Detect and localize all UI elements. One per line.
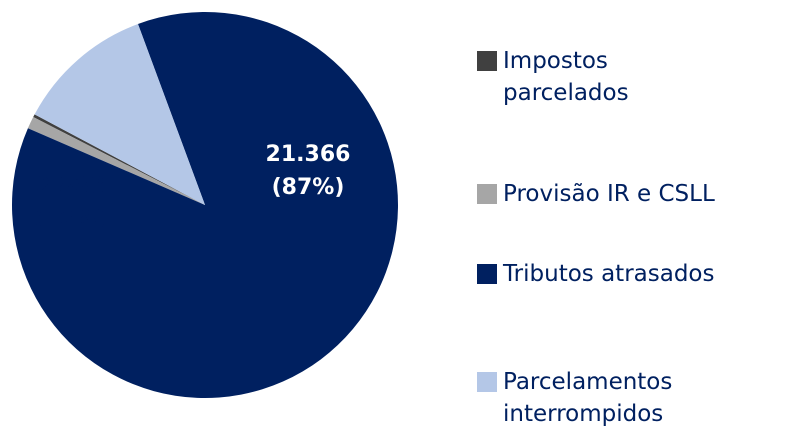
legend-swatch bbox=[477, 372, 497, 392]
legend-label: Provisão IR e CSLL bbox=[503, 181, 715, 207]
legend-swatch bbox=[477, 184, 497, 204]
legend-label: Parcelamentos interrompidos bbox=[503, 369, 673, 427]
pie-slice bbox=[27, 117, 205, 205]
pie-slice bbox=[34, 24, 206, 205]
slice-percent-label: (87%) bbox=[272, 175, 345, 200]
legend-item: Tributos atrasados bbox=[477, 258, 777, 290]
legend-swatch bbox=[477, 51, 497, 71]
slice-value-label: 21.366 bbox=[266, 142, 351, 167]
legend-item: Provisão IR e CSLL bbox=[477, 178, 777, 210]
pie-slice bbox=[33, 114, 205, 205]
legend-swatch bbox=[477, 264, 497, 284]
legend-item: Parcelamentos interrompidos bbox=[477, 366, 777, 430]
legend-item: Impostos parcelados bbox=[477, 45, 777, 109]
legend-label: Impostos parcelados bbox=[503, 48, 629, 106]
slice-percent-label: (12%) bbox=[34, 207, 107, 232]
legend-label: Tributos atrasados bbox=[503, 261, 715, 287]
pie-slice bbox=[11, 12, 399, 399]
slice-value-label: 2.838 bbox=[35, 174, 105, 199]
